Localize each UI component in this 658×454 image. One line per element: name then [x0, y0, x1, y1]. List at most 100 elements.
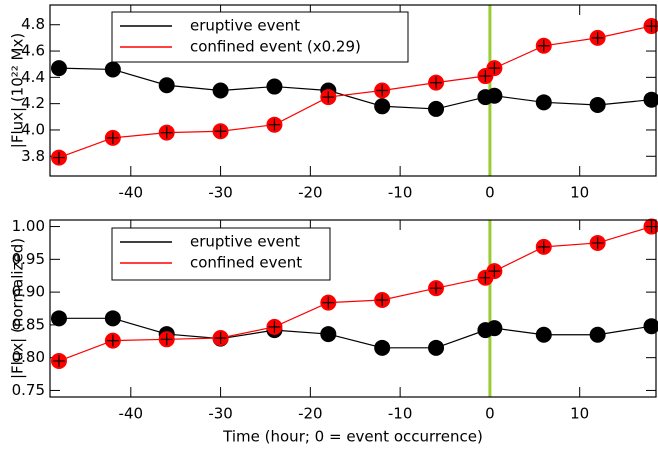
- y-tick-label: 4.2: [21, 94, 45, 112]
- marker: [158, 77, 175, 94]
- marker: [104, 61, 121, 78]
- data-point: [212, 330, 229, 346]
- marker-cross: [537, 240, 550, 253]
- data-point: [158, 124, 175, 141]
- marker-cross: [488, 62, 501, 75]
- x-axis-label: Time (hour; 0 = event occurrence): [222, 428, 483, 446]
- data-point: [320, 89, 337, 106]
- marker-cross: [537, 39, 550, 52]
- marker: [374, 98, 391, 115]
- data-point: [589, 234, 606, 251]
- legend-label: confined event (x0.29): [190, 38, 361, 56]
- data-point: [486, 60, 503, 77]
- marker-cross: [479, 271, 492, 284]
- data-point: [486, 87, 503, 104]
- data-point: [428, 280, 445, 297]
- data-point: [428, 339, 445, 356]
- x-tick-label: -20: [298, 405, 323, 423]
- data-point: [104, 61, 121, 78]
- legend-box: [111, 227, 331, 281]
- y-tick-label: 1.00: [12, 217, 45, 235]
- marker-cross: [322, 91, 335, 104]
- marker-cross: [214, 125, 227, 138]
- data-point: [266, 116, 283, 133]
- x-tick-label: -10: [388, 184, 413, 202]
- marker: [374, 339, 391, 356]
- marker-cross: [376, 84, 389, 97]
- data-point: [104, 332, 121, 349]
- data-point: [428, 100, 445, 117]
- series-line: [58, 67, 652, 110]
- x-tick-label: 10: [570, 184, 589, 202]
- marker: [50, 310, 67, 327]
- data-point: [50, 60, 67, 77]
- data-point: [320, 294, 337, 311]
- data-point: [158, 331, 175, 348]
- data-point: [212, 82, 229, 99]
- legend-box: [111, 11, 409, 63]
- marker-cross: [430, 282, 443, 295]
- marker-cross: [268, 118, 281, 131]
- marker: [589, 96, 606, 113]
- marker-cross: [322, 296, 335, 309]
- marker: [266, 78, 283, 95]
- marker: [104, 310, 121, 327]
- marker-cross: [52, 151, 65, 164]
- y-tick-label: 0.80: [12, 348, 45, 366]
- data-point: [374, 339, 391, 356]
- marker-cross: [106, 334, 119, 347]
- marker: [589, 326, 606, 343]
- y-tick-label: 4.4: [21, 68, 45, 86]
- data-point: [50, 310, 67, 327]
- marker-cross: [214, 332, 227, 344]
- data-point: [266, 78, 283, 95]
- x-tick-label: -40: [119, 184, 144, 202]
- data-point: [212, 123, 229, 140]
- marker-cross: [488, 265, 501, 278]
- y-tick-label: 0.95: [12, 250, 45, 268]
- marker: [535, 94, 552, 111]
- marker-cross: [430, 76, 443, 89]
- data-point: [643, 91, 658, 108]
- data-point: [589, 326, 606, 343]
- marker-cross: [160, 333, 173, 346]
- data-point: [535, 37, 552, 54]
- marker: [320, 326, 337, 343]
- marker: [643, 318, 658, 335]
- data-point: [535, 94, 552, 111]
- marker-cross: [52, 354, 65, 367]
- y-tick-label: 0.90: [12, 283, 45, 301]
- data-point: [486, 320, 503, 337]
- data-point: [374, 98, 391, 115]
- x-tick-label: 10: [570, 405, 589, 423]
- legend-label: confined event: [190, 254, 302, 272]
- series-line: [58, 317, 652, 349]
- x-tick-label: -30: [208, 405, 233, 423]
- marker: [428, 339, 445, 356]
- marker: [428, 100, 445, 117]
- data-point: [428, 74, 445, 91]
- legend-label: eruptive event: [190, 17, 300, 35]
- y-tick-label: 4.0: [21, 120, 45, 138]
- marker-cross: [591, 236, 604, 249]
- data-point: [158, 77, 175, 94]
- data-point: [535, 238, 552, 255]
- marker: [212, 82, 229, 99]
- y-tick-label: 0.75: [12, 381, 45, 399]
- marker-cross: [376, 293, 389, 306]
- data-point: [266, 318, 283, 335]
- legend-label: eruptive event: [190, 233, 300, 251]
- data-point: [320, 326, 337, 343]
- marker-cross: [268, 320, 281, 333]
- marker: [486, 87, 503, 104]
- data-point: [486, 263, 503, 280]
- plot-frame: [49, 4, 657, 177]
- data-point: [50, 352, 67, 369]
- x-tick-label: -30: [208, 184, 233, 202]
- data-point: [374, 291, 391, 308]
- data-point: [589, 96, 606, 113]
- data-point: [104, 129, 121, 146]
- marker-cross: [591, 31, 604, 44]
- y-axis-label: |Flux| (normalized): [9, 238, 27, 379]
